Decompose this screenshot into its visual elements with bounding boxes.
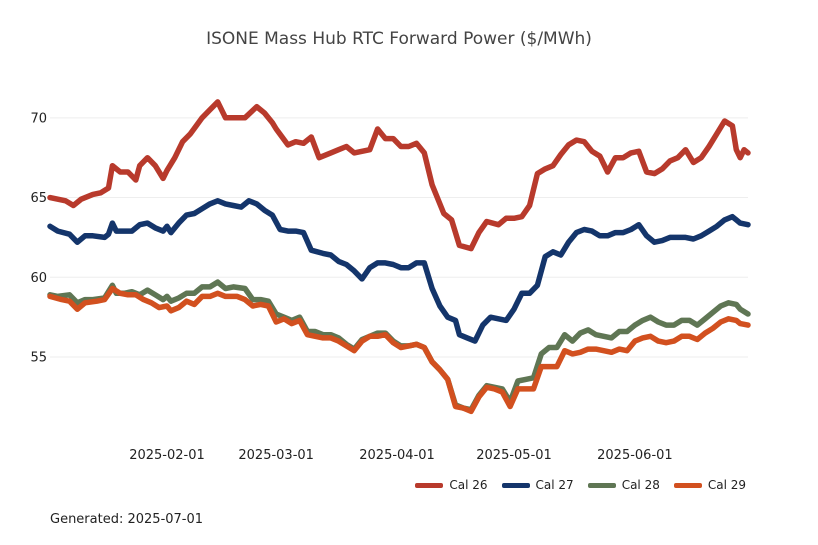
legend-label: Cal 29 (707, 478, 746, 492)
x-tick-label: 2025-04-01 (359, 448, 435, 463)
gridlines (50, 117, 748, 358)
legend-swatch (673, 482, 702, 488)
legend-item: Cal 29 (673, 478, 746, 492)
x-tick-label: 2025-02-01 (129, 448, 205, 463)
legend-item: Cal 26 (415, 478, 488, 492)
legend-swatch (501, 482, 530, 488)
y-tick-label: 70 (30, 111, 47, 126)
x-axis-ticks: 2025-02-01 2025-03-01 2025-04-01 2025-05-01… (129, 448, 672, 463)
chart-title: ISONE Mass Hub RTC Forward Power ($/MWh) (206, 29, 592, 49)
x-tick-label: 2025-03-01 (238, 448, 314, 463)
y-tick-label: 65 (30, 191, 47, 206)
legend-label: Cal 27 (535, 478, 574, 492)
series-line-cal-26 (47, 99, 751, 252)
generated-note: Generated: 2025-07-01 (50, 512, 204, 527)
legend-swatch (415, 482, 444, 488)
y-tick-label: 55 (30, 351, 47, 366)
legend-item: Cal 27 (501, 478, 574, 492)
legend-swatch (587, 482, 616, 488)
series-line-cal-29 (47, 285, 751, 415)
legend-item: Cal 28 (587, 478, 660, 492)
x-tick-label: 2025-05-01 (476, 448, 552, 463)
legend-label: Cal 26 (449, 478, 488, 492)
legend-label: Cal 28 (621, 478, 660, 492)
legend: Cal 26 Cal 27 Cal 28 Cal 29 (415, 478, 746, 492)
series-lines (47, 99, 751, 415)
y-tick-label: 60 (30, 271, 47, 286)
x-tick-label: 2025-06-01 (597, 448, 673, 463)
y-axis-ticks: 55 60 65 70 (30, 111, 47, 365)
series-line-cal-27 (47, 198, 751, 344)
